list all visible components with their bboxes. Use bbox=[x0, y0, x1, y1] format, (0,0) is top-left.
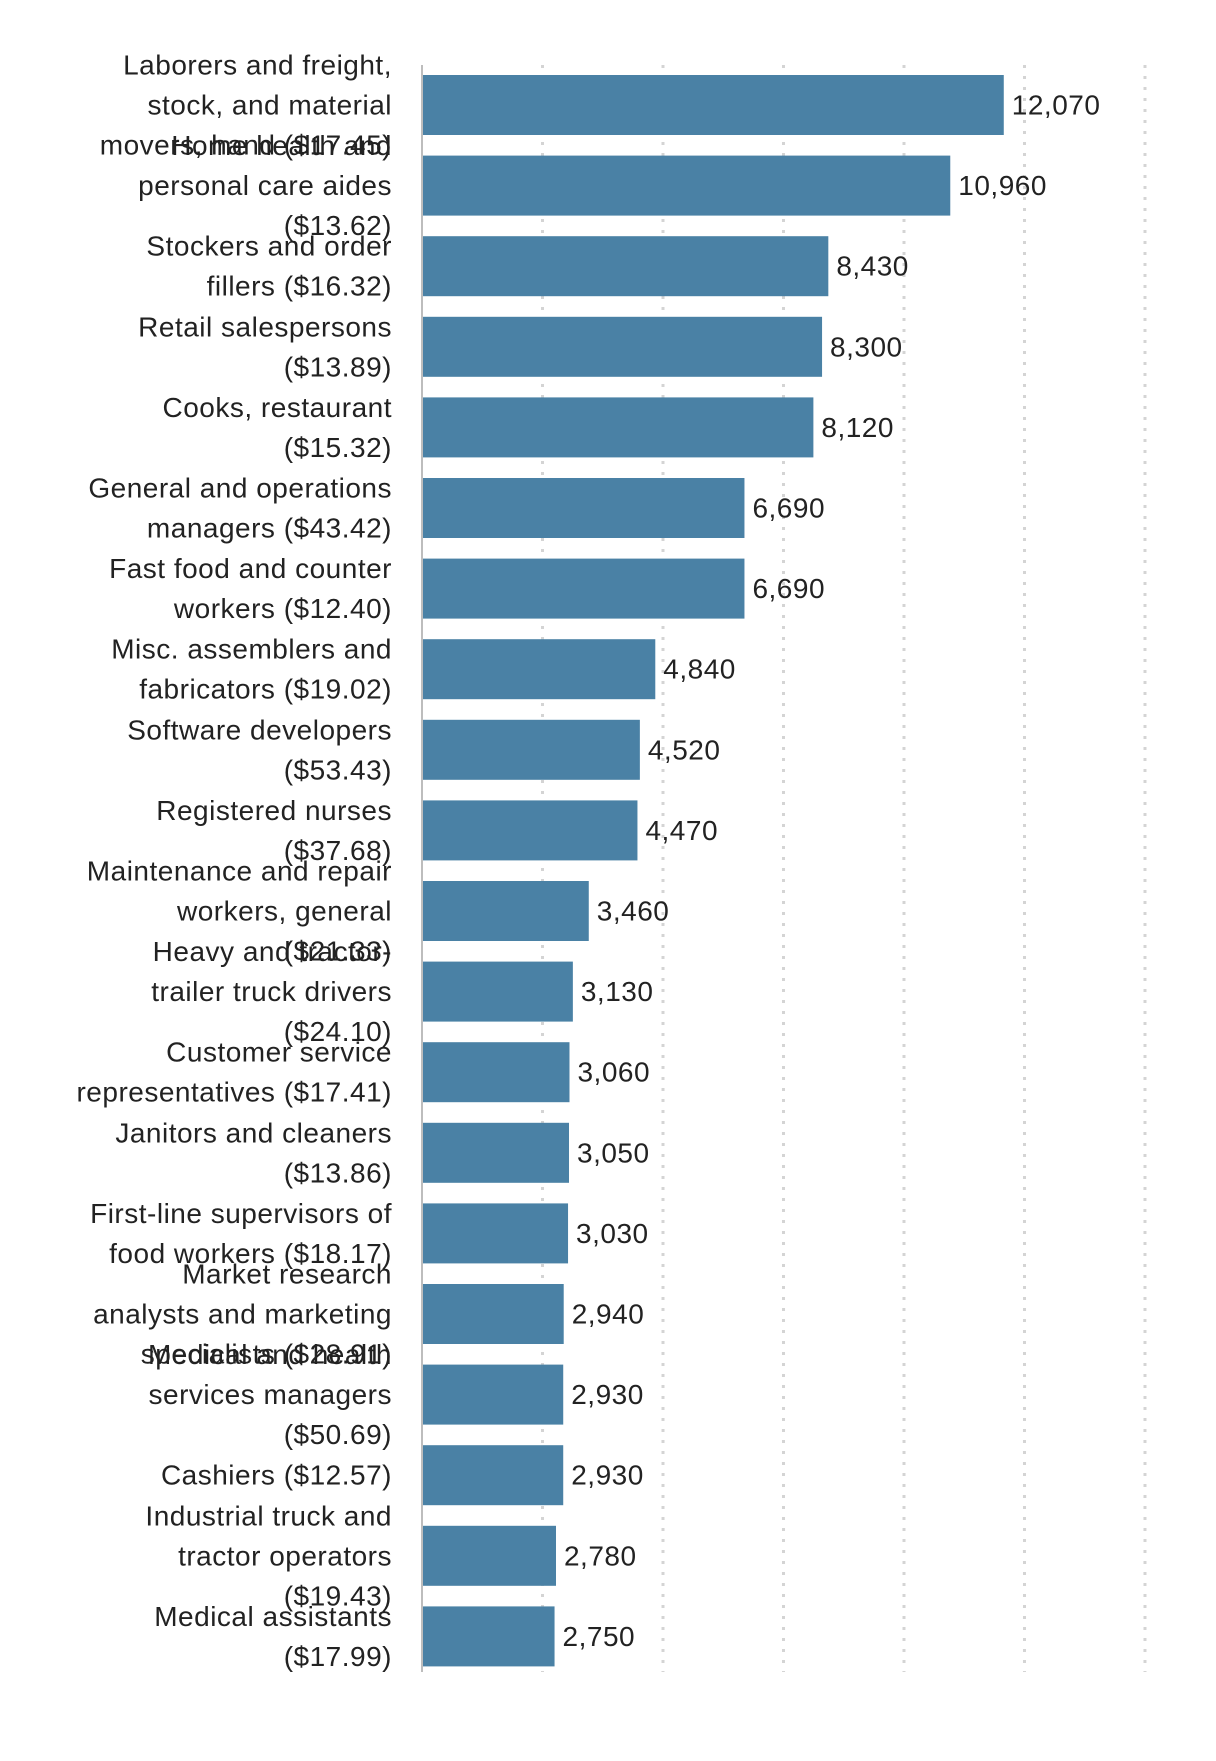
bar bbox=[422, 1042, 570, 1103]
category-label: Fast food and counter workers ($12.40) bbox=[109, 553, 392, 624]
value-label: 8,430 bbox=[836, 251, 909, 282]
category-label: Medical and health services managers ($50.… bbox=[148, 1339, 392, 1450]
bar bbox=[422, 639, 656, 700]
value-label: 6,690 bbox=[752, 493, 825, 524]
bar bbox=[422, 1525, 556, 1586]
category-label: Laborers and freight, stock, and material… bbox=[100, 50, 392, 161]
value-label: 3,130 bbox=[581, 976, 654, 1007]
value-label: 3,050 bbox=[577, 1137, 650, 1168]
value-label: 3,060 bbox=[577, 1057, 650, 1088]
bar bbox=[422, 316, 823, 377]
bar bbox=[422, 961, 573, 1022]
bar bbox=[422, 397, 814, 458]
value-label: 2,930 bbox=[571, 1379, 644, 1410]
bar bbox=[422, 478, 745, 538]
category-label: Medical assistants ($17.99) bbox=[154, 1601, 392, 1672]
category-label: Janitors and cleaners ($13.86) bbox=[115, 1117, 392, 1188]
category-label: Software developers ($53.43) bbox=[127, 714, 392, 785]
bar bbox=[422, 881, 589, 941]
category-label: Misc. assemblers and fabricators ($19.02) bbox=[111, 634, 392, 705]
value-label: 3,030 bbox=[576, 1218, 649, 1249]
bar bbox=[422, 719, 640, 780]
value-label: 8,300 bbox=[830, 331, 903, 362]
category-label: Heavy and tractor-trailer truck drivers(… bbox=[151, 936, 392, 1047]
category-label: Maintenance and repair workers, general ($… bbox=[87, 856, 392, 967]
category-label: Retail salespersons ($13.89) bbox=[138, 311, 392, 382]
bar bbox=[422, 1445, 564, 1506]
category-label: Registered nurses ($37.68) bbox=[156, 795, 392, 866]
value-labels: 12,070 10,960 8,430 8,300 8,120 6,690 6,690 4,8… bbox=[563, 90, 1101, 1652]
bars bbox=[422, 75, 1004, 1667]
bar bbox=[422, 236, 829, 297]
bar bbox=[422, 75, 1004, 135]
category-label: General and operations managers ($43.42) bbox=[88, 473, 392, 544]
value-label: 12,070 bbox=[1012, 90, 1101, 121]
value-label: 4,840 bbox=[663, 654, 736, 685]
bar bbox=[422, 155, 951, 216]
value-label: 10,960 bbox=[958, 170, 1047, 201]
value-label: 6,690 bbox=[752, 573, 825, 604]
bar bbox=[422, 1606, 555, 1667]
category-label: Stockers and order fillers ($16.32) bbox=[146, 231, 392, 302]
category-label: Cooks, restaurant ($15.32) bbox=[163, 392, 393, 463]
value-label: 8,120 bbox=[821, 412, 894, 443]
bar bbox=[422, 800, 638, 861]
value-label: 2,940 bbox=[572, 1299, 645, 1330]
value-label: 2,780 bbox=[564, 1540, 637, 1571]
value-label: 4,520 bbox=[648, 734, 721, 765]
value-label: 4,470 bbox=[645, 815, 718, 846]
bar bbox=[422, 1284, 564, 1344]
category-label: Home health and personal care aides ($13.6… bbox=[138, 130, 392, 241]
value-label: 3,460 bbox=[597, 896, 670, 927]
category-labels: Laborers and freight, stock, and material… bbox=[76, 50, 393, 1672]
category-label: Cashiers ($12.57) bbox=[161, 1460, 392, 1491]
bar bbox=[422, 1122, 570, 1183]
value-label: 2,930 bbox=[571, 1460, 644, 1491]
value-label: 2,750 bbox=[563, 1621, 636, 1652]
category-label: Customer service representatives ($17.41) bbox=[76, 1037, 392, 1108]
category-label: Industrial truck and tractor operators ($1… bbox=[145, 1500, 392, 1611]
bar bbox=[422, 1203, 569, 1264]
bar bbox=[422, 1364, 564, 1425]
category-label: First-line supervisors of food workers ($… bbox=[90, 1198, 392, 1269]
bar bbox=[422, 558, 745, 619]
category-label: Market research analysts and marketing spe… bbox=[93, 1259, 392, 1370]
gridlines bbox=[541, 65, 1147, 1672]
